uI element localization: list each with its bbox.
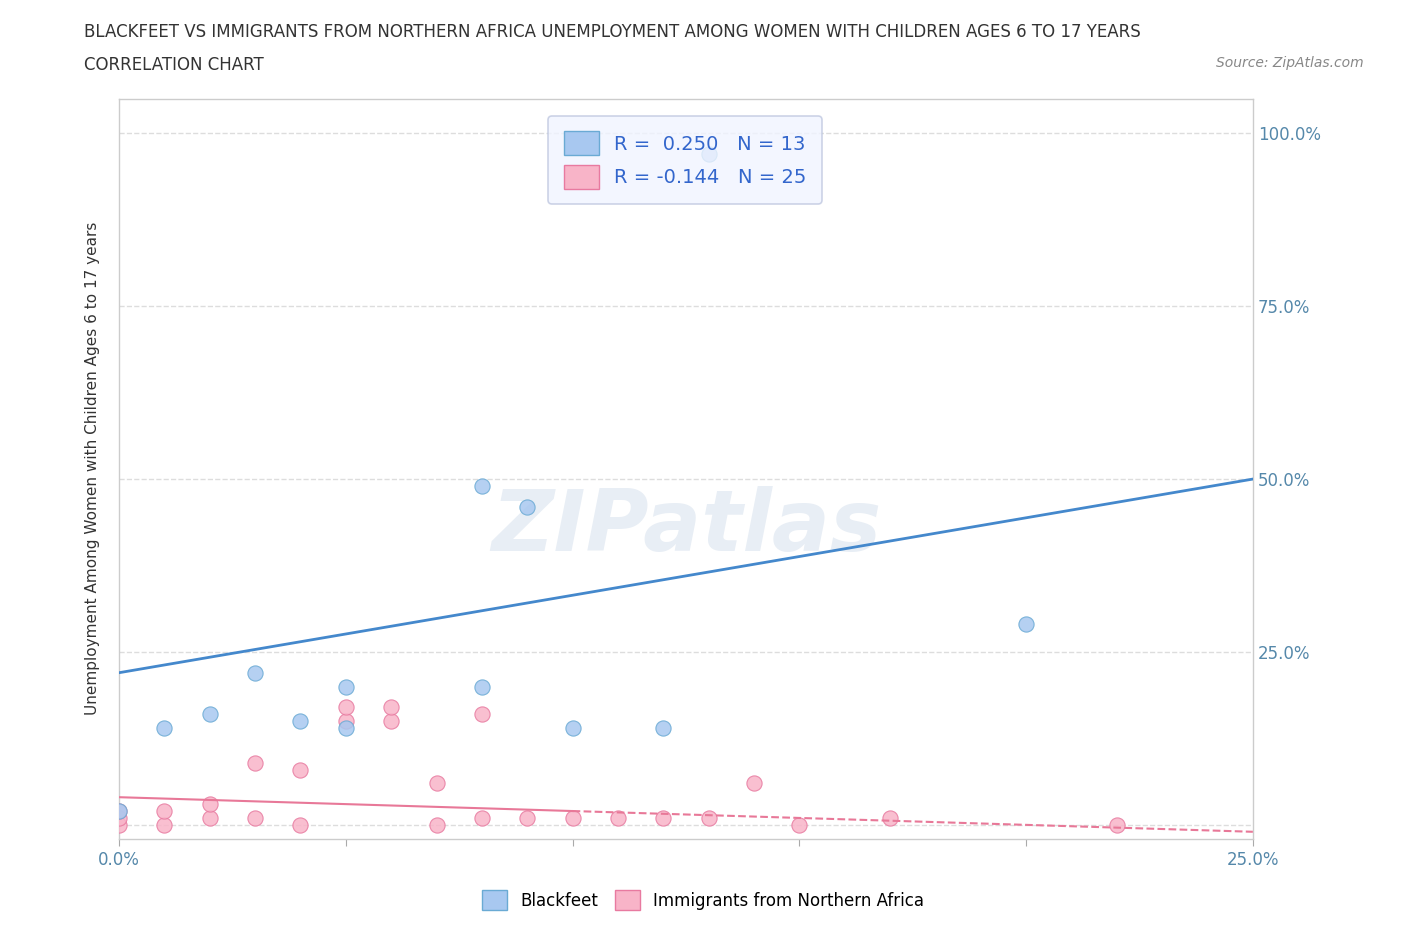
Point (108, 804, 131, 818)
Y-axis label: Unemployment Among Women with Children Ages 6 to 17 years: Unemployment Among Women with Children A… (86, 222, 100, 715)
Point (471, 707, 494, 722)
Legend: Blackfeet, Immigrants from Northern Africa: Blackfeet, Immigrants from Northern Afri… (475, 884, 931, 917)
Point (516, 499, 538, 514)
Point (471, 811, 494, 826)
Point (471, 679, 494, 694)
Point (153, 804, 176, 818)
Point (1105, 817, 1128, 832)
Point (243, 811, 266, 826)
Point (516, 811, 538, 826)
Point (380, 713, 402, 728)
Point (425, 817, 447, 832)
Point (198, 707, 221, 722)
Point (243, 755, 266, 770)
Point (380, 700, 402, 715)
Point (652, 811, 675, 826)
Point (243, 665, 266, 680)
Point (153, 817, 176, 832)
Point (879, 811, 901, 826)
Point (108, 811, 131, 826)
Point (697, 811, 720, 826)
Point (290, 762, 312, 777)
Point (290, 817, 312, 832)
Point (153, 721, 176, 736)
Point (198, 797, 221, 812)
Point (652, 721, 675, 736)
Point (198, 811, 221, 826)
Point (789, 817, 811, 832)
Text: Source: ZipAtlas.com: Source: ZipAtlas.com (1216, 56, 1364, 70)
Point (606, 811, 628, 826)
Point (697, 147, 720, 162)
Point (425, 776, 447, 790)
Point (561, 811, 583, 826)
Legend: R =  0.250   N = 13, R = -0.144   N = 25: R = 0.250 N = 13, R = -0.144 N = 25 (548, 116, 823, 204)
Point (1015, 617, 1038, 631)
Text: BLACKFEET VS IMMIGRANTS FROM NORTHERN AFRICA UNEMPLOYMENT AMONG WOMEN WITH CHILD: BLACKFEET VS IMMIGRANTS FROM NORTHERN AF… (84, 23, 1142, 41)
Point (290, 713, 312, 728)
Text: ZIPatlas: ZIPatlas (491, 486, 882, 569)
Text: CORRELATION CHART: CORRELATION CHART (84, 56, 264, 73)
Point (335, 700, 357, 715)
Point (471, 479, 494, 494)
Point (335, 713, 357, 728)
Point (108, 804, 131, 818)
Point (561, 721, 583, 736)
Point (335, 679, 357, 694)
Point (742, 776, 765, 790)
Point (108, 817, 131, 832)
Point (335, 721, 357, 736)
